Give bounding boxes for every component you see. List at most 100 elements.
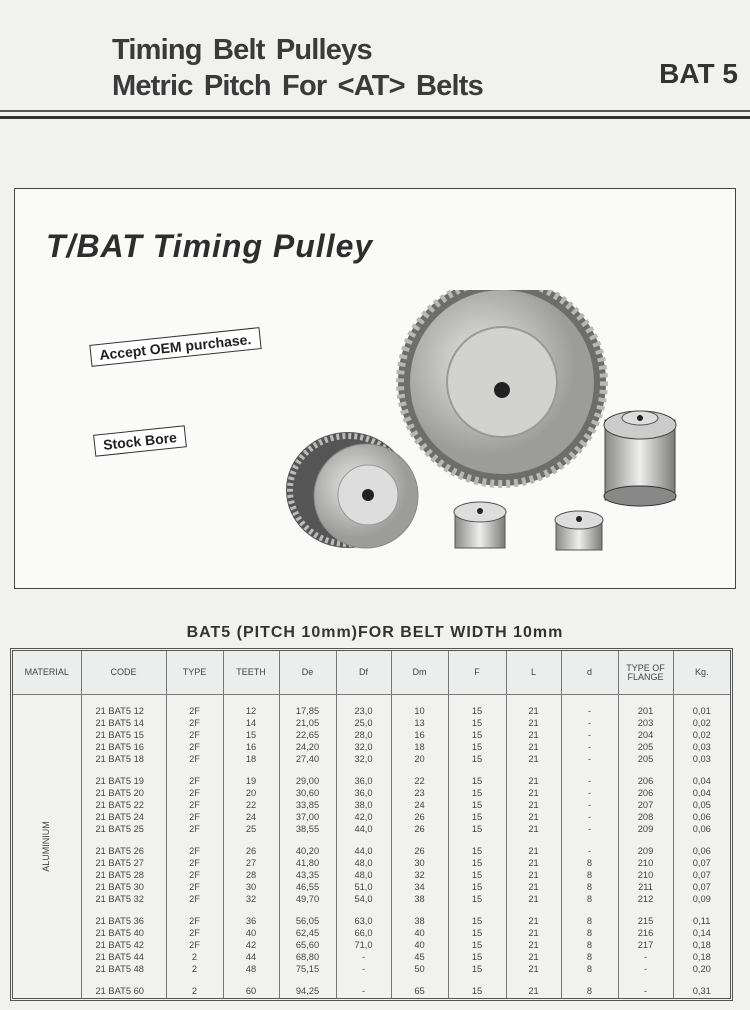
cell-df: 48,0: [336, 857, 392, 870]
cell-code: 21 BAT5 18: [81, 753, 167, 765]
cell-code: 21 BAT5 26: [81, 845, 167, 858]
cell-l: 21: [506, 939, 562, 952]
group-spacer: [13, 904, 730, 916]
spacer-cell: [506, 834, 562, 846]
cell-l: 21: [506, 915, 562, 928]
cell-code: 21 BAT5 32: [81, 893, 167, 905]
spacer-cell: [336, 834, 392, 846]
cell-df: 44,0: [336, 845, 392, 858]
table-row: 21 BAT5 14 2F 14 21,05 25,0 13 15 21-203 0,02: [13, 717, 730, 730]
cell-teeth: 40: [223, 927, 280, 940]
spacer-cell: [448, 974, 507, 986]
column-header: TYPE: [166, 651, 224, 695]
spacer-cell: [166, 834, 224, 846]
cell-kg: 0,06: [692, 823, 711, 834]
table-row: 21 BAT5 27 2F 27 41,80 48,0 30 15 21 8 210 0,07: [13, 857, 730, 870]
column-header: De: [279, 651, 337, 695]
cell-f: 15: [448, 729, 507, 742]
cell-de: 46,55: [279, 881, 337, 894]
spacer-cell: [391, 974, 449, 986]
pulley-photo: [286, 290, 677, 551]
table-row: 21 BAT5 20 2F 20 30,60 36,0 23 15 21-206 0,04: [13, 787, 730, 800]
spacer-cell: [223, 764, 280, 776]
cell-type: 2F: [166, 706, 224, 718]
spacer-cell: [223, 834, 280, 846]
cell-l: 21: [506, 963, 562, 975]
product-banner: T/BAT Timing Pulley: [46, 228, 374, 264]
cell-df: 42,0: [336, 811, 392, 824]
cell-kg: 0,09: [692, 893, 711, 904]
cell-l: 21: [506, 985, 562, 998]
spacer-cell: [391, 694, 449, 706]
cell-df: 48,0: [336, 869, 392, 882]
cell-l: 21: [506, 881, 562, 894]
cell-d: -: [561, 729, 619, 742]
cell-dm: 26: [391, 845, 449, 858]
cell-dm: 40: [391, 939, 449, 952]
cell-d: 8: [561, 939, 619, 952]
cell-teeth: 20: [223, 787, 280, 800]
cell-type-of-flange: 211: [618, 881, 674, 894]
column-header: d: [561, 651, 619, 695]
table-title: BAT5 (PITCH 10mm)FOR BELT WIDTH 10mm: [186, 624, 564, 641]
spacer-cell: [336, 904, 392, 916]
table-row: 21 BAT5 32 2F 32 49,70 54,0 38 15 21 8 212 0,09: [13, 893, 730, 905]
cell-l: 21: [506, 951, 562, 964]
cell-dm: 20: [391, 753, 449, 765]
cell-teeth: 26: [223, 845, 280, 858]
cell-d: -: [561, 799, 619, 812]
cell-type: 2F: [166, 939, 224, 952]
cell-kg: 0,06: [692, 811, 711, 822]
spacer-cell: [279, 834, 337, 846]
cell-l: 21: [506, 729, 562, 742]
cell-de: 41,80: [279, 857, 337, 870]
cell-teeth: 48: [223, 963, 280, 975]
cell-teeth: 28: [223, 869, 280, 882]
cell-teeth: 27: [223, 857, 280, 870]
cell-d: 8: [561, 881, 619, 894]
cell-type: 2F: [166, 799, 224, 812]
cell-de: 30,60: [279, 787, 337, 800]
cell-dm: 22: [391, 775, 449, 788]
cell-teeth: 12: [223, 706, 280, 718]
cell-dm: 30: [391, 857, 449, 870]
table-row: 21 BAT5 30 2F 30 46,55 51,0 34 15 21 8 211 0,07: [13, 881, 730, 894]
group-spacer: [13, 834, 730, 846]
cell-df: 38,0: [336, 799, 392, 812]
cell-type: 2F: [166, 823, 224, 835]
cell-de: 21,05: [279, 717, 337, 730]
cell-f: 15: [448, 951, 507, 964]
cell-type-of-flange: 216: [618, 927, 674, 940]
cell-df: 32,0: [336, 741, 392, 754]
spacer-cell: [166, 904, 224, 916]
cell-l: 21: [506, 706, 562, 718]
cell-type-of-flange: 208: [618, 811, 674, 824]
table-row: 21 BAT5 44 2 44 68,80-45 15 21 8-0,18: [13, 951, 730, 964]
cell-type: 2F: [166, 753, 224, 765]
cell-f: 15: [448, 939, 507, 952]
cell-de: 75,15: [279, 963, 337, 975]
cell-teeth: 22: [223, 799, 280, 812]
cell-type: 2F: [166, 857, 224, 870]
cell-d: -: [561, 753, 619, 765]
cell-teeth: 32: [223, 893, 280, 905]
cell-de: 29,00: [279, 775, 337, 788]
cell-f: 15: [448, 893, 507, 905]
cell-type-of-flange: 215: [618, 915, 674, 928]
cell-l: 21: [506, 799, 562, 812]
spacer-cell: [81, 764, 167, 776]
spacer-cell: [166, 974, 224, 986]
cell-kg: 0,01: [692, 706, 711, 717]
cell-d: -: [561, 706, 619, 718]
cell-type-of-flange: 207: [618, 799, 674, 812]
cell-l: 21: [506, 811, 562, 824]
cell-df: 54,0: [336, 893, 392, 905]
cell-d: 8: [561, 985, 619, 998]
cell-f: 15: [448, 869, 507, 882]
table-row: 21 BAT5 36 2F 36 56,05 63,0 38 15 21 8 215 0,11: [13, 915, 730, 928]
material-label: ALUMINIUM: [41, 821, 52, 872]
spacer-cell: [448, 694, 507, 706]
cell-type-of-flange: -: [618, 951, 674, 964]
cell-type: 2F: [166, 717, 224, 730]
cell-code: 21 BAT5 20: [81, 787, 167, 800]
